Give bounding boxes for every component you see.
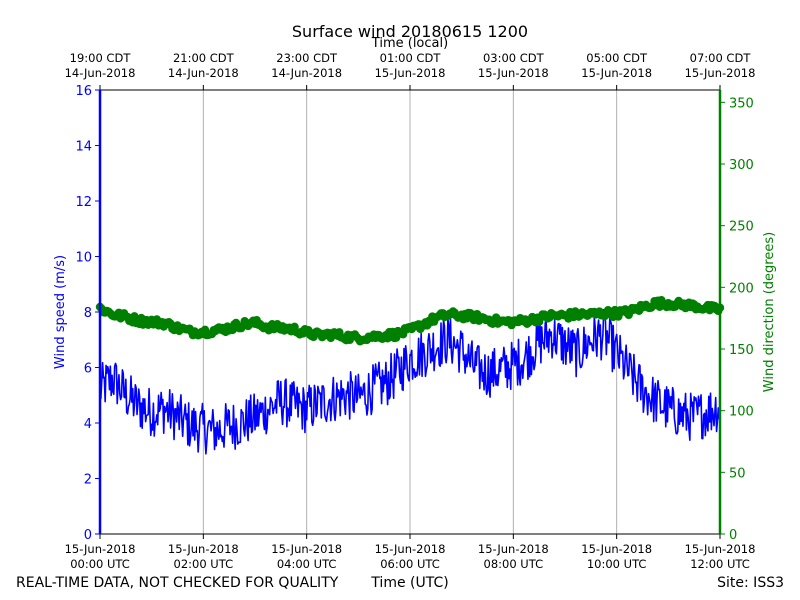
tick-label-left: 8 [84,306,92,321]
tick-label-right: 100 [729,405,754,420]
tick-label-bottom-time: 06:00 UTC [380,557,440,571]
tick-label-bottom-date: 15-Jun-2018 [65,542,136,556]
tick-label-bottom-time: 08:00 UTC [484,557,544,571]
tick-label-bottom-time: 02:00 UTC [174,557,234,571]
tick-label-left: 0 [84,528,92,543]
tick-label-left: 4 [84,417,92,432]
series-wind-direction [95,296,725,346]
tick-label-top-date: 14-Jun-2018 [168,66,239,80]
series-wind-speed [99,300,721,534]
tick-label-bottom-date: 15-Jun-2018 [478,542,549,556]
tick-label-right: 300 [729,158,754,173]
tick-label-bottom-date: 15-Jun-2018 [375,542,446,556]
tick-label-top-date: 15-Jun-2018 [581,66,652,80]
tick-label-top-time: 01:00 CDT [380,51,442,65]
tick-label-top-date: 15-Jun-2018 [685,66,756,80]
tick-label-bottom-time: 12:00 UTC [690,557,750,571]
tick-label-bottom-date: 15-Jun-2018 [581,542,652,556]
tick-label-top-date: 14-Jun-2018 [271,66,342,80]
quality-disclaimer: REAL-TIME DATA, NOT CHECKED FOR QUALITY [16,575,339,591]
tick-label-top-time: 07:00 CDT [690,51,752,65]
tick-label-left: 16 [75,84,92,99]
tick-label-right: 350 [729,96,754,111]
tick-label-right: 200 [729,281,754,296]
tick-label-bottom-date: 15-Jun-2018 [271,542,342,556]
y-axis-left-label: Wind speed (m/s) [53,255,68,369]
y-axis-right-label: Wind direction (degrees) [762,232,777,392]
tick-label-left: 12 [75,195,92,210]
tick-label-right: 0 [729,528,737,543]
tick-label-bottom-time: 10:00 UTC [587,557,647,571]
top-axis-label: Time (local) [371,36,448,51]
tick-label-right: 250 [729,220,754,235]
tick-label-top-time: 05:00 CDT [586,51,648,65]
tick-label-right: 150 [729,343,754,358]
tick-label-right: 50 [729,466,746,481]
tick-label-top-time: 03:00 CDT [483,51,545,65]
tick-label-left: 2 [84,473,92,488]
tick-label-left: 14 [75,140,92,155]
tick-label-top-date: 15-Jun-2018 [478,66,549,80]
tick-label-top-date: 15-Jun-2018 [375,66,446,80]
tick-label-top-date: 14-Jun-2018 [65,66,136,80]
tick-label-bottom-time: 00:00 UTC [70,557,130,571]
site-label: Site: ISS3 [717,575,784,591]
axis-layer: 0 2 4 6 8 10 12 14 16 0 50 100 150 200 250 300 350 15-Jun… [65,51,756,571]
tick-label-top-time: 23:00 CDT [276,51,338,65]
tick-label-bottom-date: 15-Jun-2018 [168,542,239,556]
tick-label-top-time: 19:00 CDT [70,51,132,65]
tick-label-bottom-time: 04:00 UTC [277,557,337,571]
x-axis-label: Time (UTC) [371,575,449,591]
tick-label-left: 6 [84,362,92,377]
tick-label-bottom-date: 15-Jun-2018 [685,542,756,556]
data-layer [95,296,725,534]
chart-title: Surface wind 20180615 1200 [292,22,528,41]
tick-label-top-time: 21:00 CDT [173,51,235,65]
tick-label-left: 10 [75,251,92,266]
